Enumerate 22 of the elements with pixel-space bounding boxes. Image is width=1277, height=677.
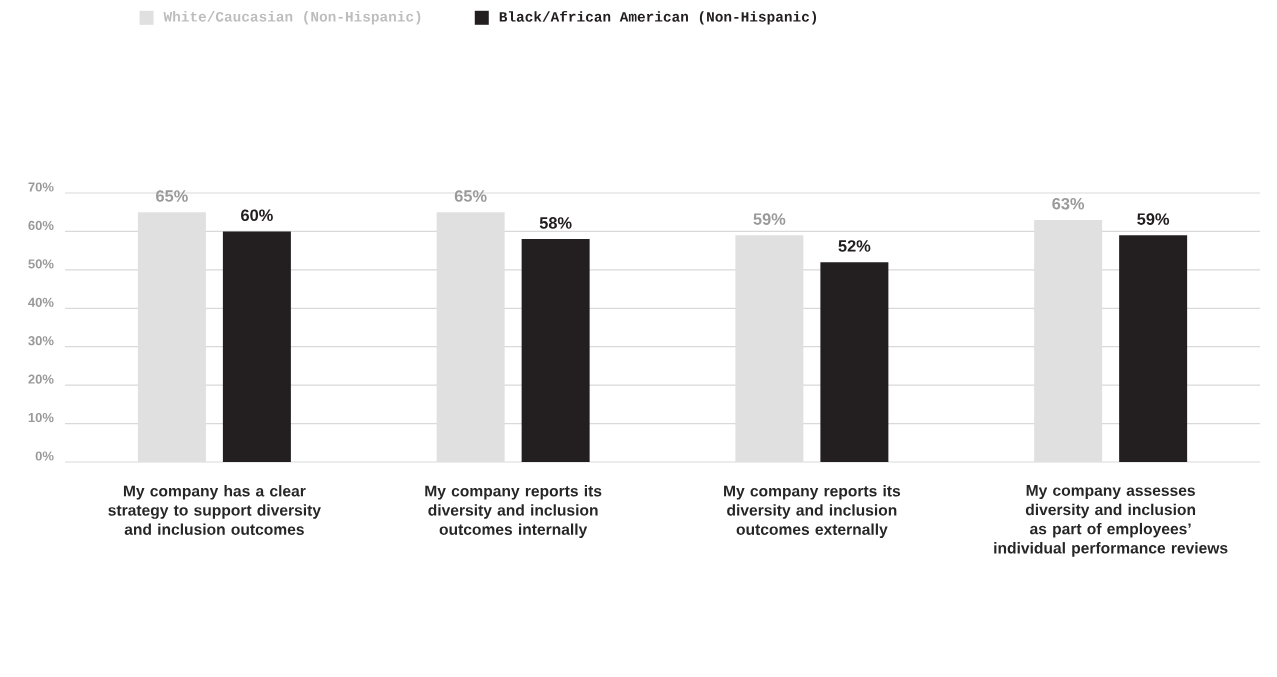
y-tick-label: 30% [28, 336, 54, 346]
y-tick-label: 60% [28, 220, 54, 231]
x-tick-label: My company has a clear strategy to support diversity and inclusion outcomes [108, 485, 321, 535]
legend-label: White/Caucasian (Non-Hispanic) [163, 11, 421, 25]
y-tick-label: 0% [35, 451, 54, 461]
x-tick-label: My company assesses diversity and inclusion as part of employees’ individual performance reviews [994, 485, 1228, 557]
legend-label: Black/African American (Non-Hispanic) [499, 10, 817, 25]
x-tick-label: My company reports its diversity and inclusion outcomes internally [425, 485, 602, 538]
data-label: 63% [1052, 197, 1085, 210]
y-tick-label: 70% [28, 182, 54, 192]
y-tick-label: 20% [28, 374, 54, 384]
data-label: 60% [241, 209, 273, 222]
data-label: 59% [1137, 213, 1170, 225]
data-label: 59% [753, 213, 786, 225]
data-label: 65% [156, 190, 188, 202]
data-label: 58% [539, 217, 572, 229]
y-tick-label: 10% [28, 412, 54, 423]
data-label: 65% [454, 190, 487, 202]
y-tick-label: 50% [28, 259, 54, 269]
y-tick-label: 40% [28, 297, 54, 307]
x-tick-label: My company reports its diversity and inclusion outcomes externally [724, 485, 901, 538]
data-label: 52% [838, 240, 871, 252]
